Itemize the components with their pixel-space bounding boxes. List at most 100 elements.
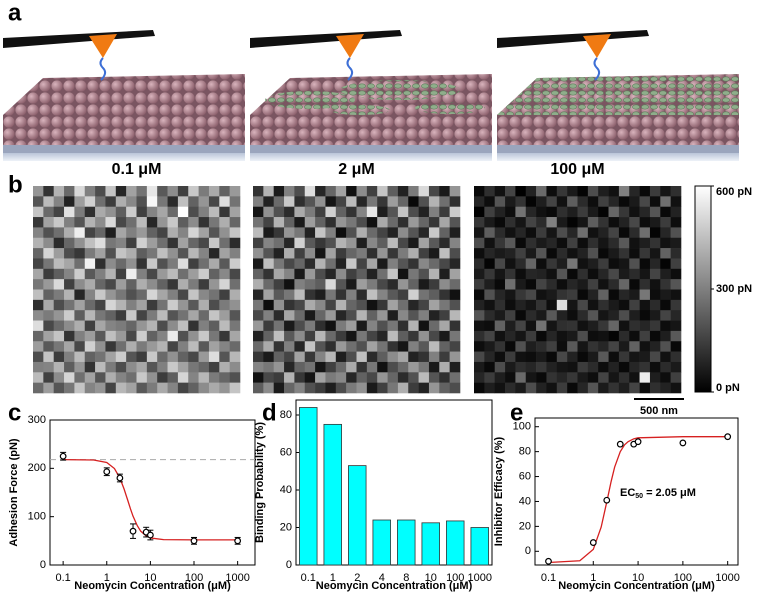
heat-cell — [126, 217, 137, 228]
heat-cell — [536, 196, 547, 207]
heat-cell — [53, 372, 65, 383]
heat-cell — [525, 310, 537, 321]
heat-cell — [177, 289, 189, 301]
heat-cell — [43, 227, 54, 239]
heat-cell — [556, 372, 568, 383]
heat-cell — [273, 382, 285, 394]
heat-cell — [546, 206, 558, 218]
heat-cell — [629, 299, 640, 311]
heat-cell — [273, 258, 285, 270]
heat-cell — [157, 361, 168, 373]
heat-cell — [325, 361, 337, 373]
heat-cell — [629, 279, 640, 290]
heat-cell — [325, 330, 337, 342]
heat-cell — [670, 299, 682, 311]
heat-cell — [608, 186, 620, 197]
heat-cell — [229, 351, 241, 363]
heat-cell — [567, 320, 578, 332]
heat-cell — [484, 341, 495, 352]
heat-cell — [428, 361, 440, 373]
heat-cell — [177, 248, 189, 259]
heat-cell — [577, 248, 589, 259]
heat-cell — [304, 299, 316, 311]
data-point — [129, 527, 137, 535]
heat-cell — [449, 206, 461, 218]
heat-cell — [335, 196, 347, 207]
x-tick-label: 0.1 — [301, 572, 316, 584]
heat-cell — [428, 382, 440, 394]
heat-cell — [484, 320, 495, 332]
heat-cell — [397, 217, 409, 228]
heat-cell — [474, 289, 485, 301]
heat-cell — [177, 330, 189, 342]
heat-cell — [284, 186, 295, 197]
heat-cell — [418, 206, 430, 218]
heat-cell — [335, 217, 347, 228]
heat-cell — [387, 268, 399, 280]
heat-cell — [284, 196, 295, 207]
heat-cell — [335, 227, 347, 239]
heat-cell — [670, 351, 682, 363]
heat-cell — [428, 330, 440, 342]
heat-cell — [335, 361, 347, 373]
heat-cell — [629, 258, 640, 270]
heat-cell — [439, 248, 450, 259]
heat-cell — [229, 206, 241, 218]
heat-cell — [397, 258, 409, 270]
heat-cell — [449, 268, 461, 280]
heat-cell — [494, 310, 506, 321]
heat-cell — [474, 196, 485, 207]
heat-cell — [105, 279, 117, 290]
x-tick-label: 1000 — [468, 572, 492, 584]
heat-cell — [515, 361, 527, 373]
heat-cell — [95, 186, 106, 197]
heat-cell — [449, 227, 461, 239]
heat-cell — [177, 310, 189, 321]
heat-cell — [167, 382, 179, 394]
heat-cell — [428, 186, 440, 197]
heat-cell — [525, 248, 537, 259]
heat-cell — [377, 310, 388, 321]
heat-cell — [587, 186, 599, 197]
heat-cell — [366, 258, 378, 270]
heat-cell — [439, 372, 450, 383]
heat-cell — [484, 279, 495, 290]
heat-cell — [598, 196, 609, 207]
heat-cell — [639, 279, 651, 290]
heat-cell — [608, 217, 620, 228]
heat-cell — [294, 310, 306, 321]
heat-cell — [505, 351, 516, 363]
heat-cell — [84, 289, 96, 301]
bar — [470, 527, 489, 566]
y-tick-label: 0 — [40, 559, 46, 571]
heat-cell — [428, 351, 440, 363]
heat-cell — [356, 206, 368, 218]
heat-cell — [474, 279, 485, 290]
heat-cell — [449, 320, 461, 332]
heat-cell — [639, 382, 651, 394]
heat-cell — [43, 372, 54, 383]
heat-cell — [115, 217, 127, 228]
heat-cell — [126, 258, 137, 270]
heat-cell — [356, 299, 368, 311]
heat-cell — [229, 372, 241, 383]
x-tick-label: 8 — [403, 572, 409, 584]
heat-cell — [474, 299, 485, 311]
heat-cell — [484, 361, 495, 373]
heat-cell — [146, 237, 158, 249]
annotation: EC50 = 2.05 μM — [620, 487, 696, 500]
plot-frame — [49, 419, 256, 566]
heat-cell — [494, 186, 506, 197]
heat-cell — [418, 320, 430, 332]
heat-cell — [577, 289, 589, 301]
heat-cell — [397, 372, 409, 383]
heat-cell — [474, 237, 485, 249]
heat-cell — [294, 351, 306, 363]
heat-cell — [505, 382, 516, 394]
heat-cell — [387, 299, 399, 311]
heat-cell — [439, 206, 450, 218]
heat-cell — [660, 330, 671, 342]
heat-cell — [136, 196, 148, 207]
heat-cell — [449, 237, 461, 249]
heat-cell — [629, 237, 640, 249]
